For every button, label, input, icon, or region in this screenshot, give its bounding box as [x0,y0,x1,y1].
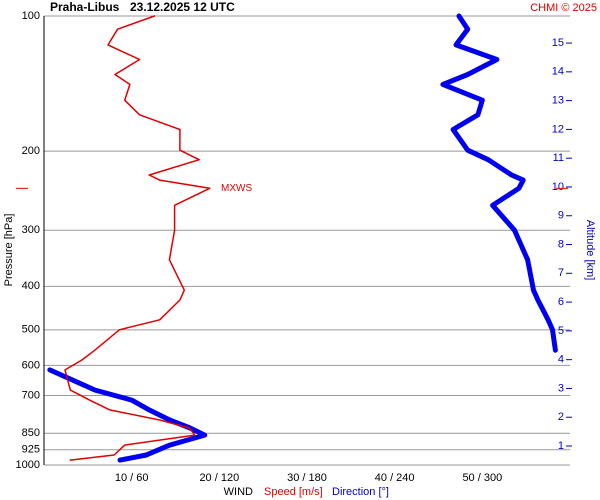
y-tick-label: 100 [22,10,40,22]
y2-tick-label: 2 [558,411,564,423]
x-tick-label: 30 / 180 [287,472,327,484]
y2-axis-label: Altitude [km] [584,220,596,281]
max-wind-label: MXWS [221,183,252,194]
y2-tick-label: 15 [552,37,564,49]
legend-direction: Direction [°] [332,486,389,498]
y-tick-label: 300 [22,224,40,236]
chart-title: Praha-Libus [50,0,120,14]
y2-tick-label: 7 [558,267,564,279]
chart-subtitle: 23.12.2025 12 UTC [130,0,235,14]
y-tick-label: 200 [22,145,40,157]
y2-tick-label: 6 [558,296,564,308]
profile-line [64,15,211,461]
x-tick-label: 10 / 60 [115,472,149,484]
x-tick-label: 20 / 120 [199,472,239,484]
profile-line [47,13,558,463]
y-tick-label: 500 [22,324,40,336]
y-tick-label: 850 [22,427,40,439]
y2-tick-label: 12 [552,123,564,135]
y2-tick-label: 14 [552,66,564,78]
y-tick-label: 925 [22,444,40,456]
y-tick-label: 400 [22,280,40,292]
x-tick-label: 40 / 240 [375,472,415,484]
y2-tick-label: 1 [558,440,564,452]
x-tick-label: 50 / 300 [462,472,502,484]
y2-tick-label: 9 [558,210,564,222]
x-axis-label: WIND [224,486,253,498]
y2-tick-label: 4 [558,354,564,366]
y-axis-label: Pressure [hPa] [3,214,15,287]
y2-tick-label: 11 [553,152,564,164]
y2-tick-label: 13 [552,95,564,107]
y-tick-label: 1000 [16,459,40,471]
y2-tick-label: 5 [558,325,564,337]
y-tick-label: 600 [22,359,40,371]
y2-tick-label: 10 [552,181,564,193]
y2-tick-label: 8 [558,238,564,250]
legend-speed: Speed [m/s] [264,486,323,498]
credit: CHMI © 2025 [530,2,597,14]
y2-tick-label: 3 [558,382,564,394]
y-tick-label: 700 [22,389,40,401]
